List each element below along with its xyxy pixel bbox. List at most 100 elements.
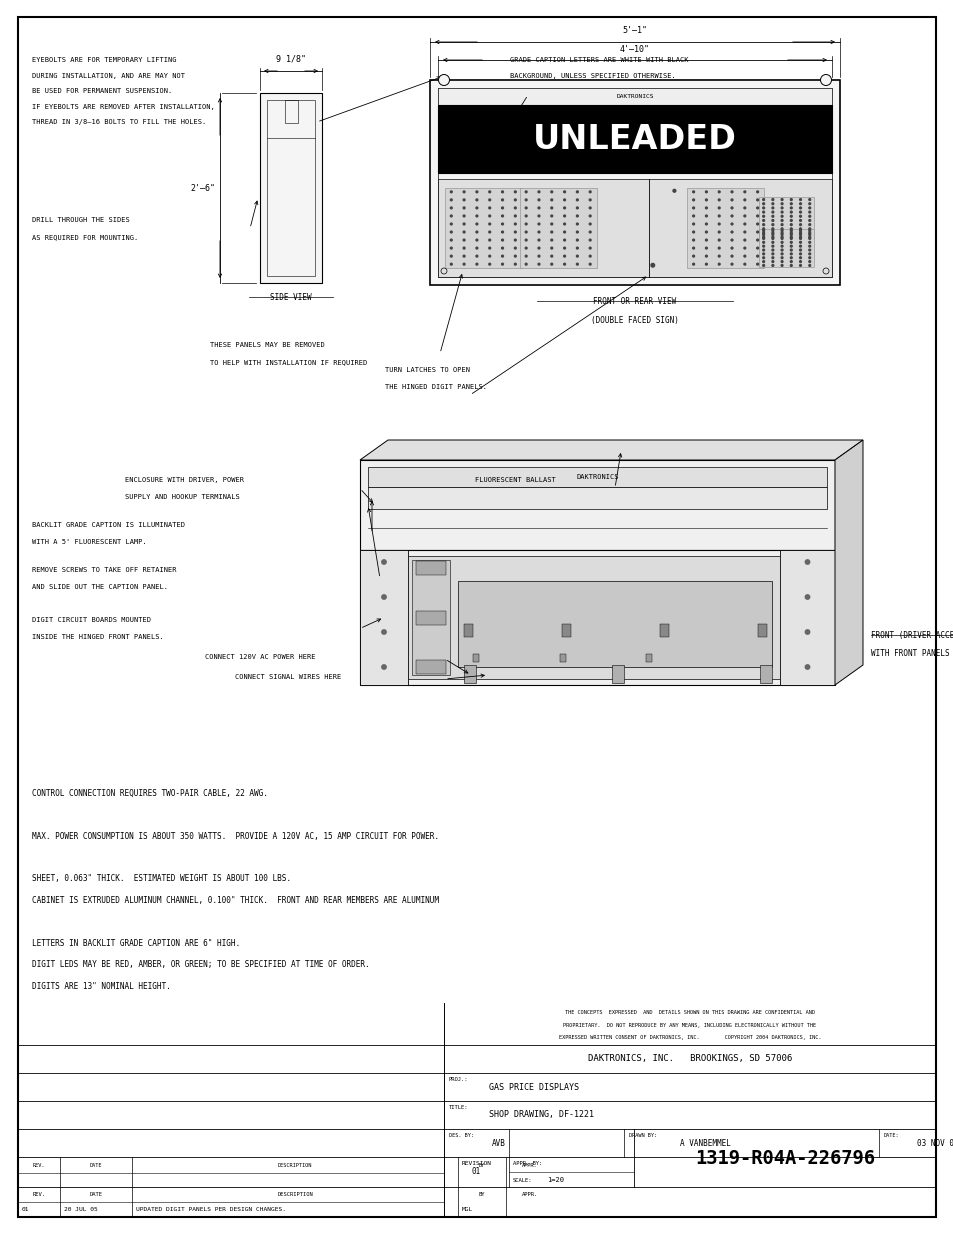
Circle shape bbox=[550, 247, 552, 249]
Text: 1319-R04A-226796: 1319-R04A-226796 bbox=[694, 1149, 874, 1167]
Text: CONTROL CONNECTION REQUIRES TWO-PAIR CABLE, 22 AWG.: CONTROL CONNECTION REQUIRES TWO-PAIR CAB… bbox=[32, 788, 268, 798]
Circle shape bbox=[808, 232, 810, 233]
Text: EXPRESSED WRITTEN CONSENT OF DAKTRONICS, INC.        COPYRIGHT 2004 DAKTRONICS, : EXPRESSED WRITTEN CONSENT OF DAKTRONICS,… bbox=[558, 1035, 821, 1040]
Bar bbox=[359, 550, 834, 685]
Bar bbox=[416, 659, 446, 674]
Circle shape bbox=[550, 263, 552, 266]
Circle shape bbox=[762, 203, 763, 205]
Circle shape bbox=[799, 199, 801, 200]
Circle shape bbox=[730, 263, 732, 266]
Circle shape bbox=[799, 246, 801, 247]
Circle shape bbox=[799, 241, 801, 243]
Text: REV.: REV. bbox=[32, 1192, 46, 1197]
Circle shape bbox=[692, 191, 694, 193]
Bar bbox=[430, 80, 840, 285]
Circle shape bbox=[762, 249, 763, 251]
Circle shape bbox=[537, 247, 539, 249]
Text: SIDE VIEW: SIDE VIEW bbox=[270, 293, 312, 301]
Text: 2'–6": 2'–6" bbox=[190, 184, 214, 193]
Circle shape bbox=[718, 247, 720, 249]
Circle shape bbox=[799, 236, 801, 238]
Circle shape bbox=[756, 207, 758, 209]
Circle shape bbox=[743, 231, 745, 233]
Text: CONNECT 120V AC POWER HERE: CONNECT 120V AC POWER HERE bbox=[205, 655, 315, 659]
Text: FRONT (DRIVER ACCESS SIDE): FRONT (DRIVER ACCESS SIDE) bbox=[870, 631, 953, 640]
Circle shape bbox=[537, 215, 539, 217]
Circle shape bbox=[771, 232, 773, 233]
Text: DAKTRONICS: DAKTRONICS bbox=[616, 94, 653, 99]
Circle shape bbox=[808, 233, 810, 236]
Circle shape bbox=[718, 224, 720, 225]
Circle shape bbox=[589, 256, 591, 257]
Text: PROJ.:: PROJ.: bbox=[449, 1077, 468, 1082]
Circle shape bbox=[799, 230, 801, 232]
Bar bbox=[646, 653, 652, 662]
Circle shape bbox=[563, 263, 565, 266]
Circle shape bbox=[692, 247, 694, 249]
Circle shape bbox=[381, 664, 386, 669]
Bar bbox=[359, 550, 408, 685]
Circle shape bbox=[537, 263, 539, 266]
Circle shape bbox=[488, 224, 490, 225]
Circle shape bbox=[730, 199, 732, 201]
Circle shape bbox=[756, 247, 758, 249]
Circle shape bbox=[771, 253, 773, 254]
Circle shape bbox=[799, 232, 801, 233]
Circle shape bbox=[804, 595, 809, 599]
Circle shape bbox=[771, 224, 773, 226]
Bar bbox=[758, 624, 766, 636]
Circle shape bbox=[550, 256, 552, 257]
Circle shape bbox=[730, 191, 732, 193]
Circle shape bbox=[762, 236, 763, 238]
Circle shape bbox=[799, 233, 801, 236]
Circle shape bbox=[537, 224, 539, 225]
Circle shape bbox=[762, 220, 763, 221]
Circle shape bbox=[799, 237, 801, 240]
Bar bbox=[686, 188, 763, 268]
Circle shape bbox=[514, 199, 516, 201]
Circle shape bbox=[381, 559, 386, 564]
Text: SHOP DRAWING, DF-1221: SHOP DRAWING, DF-1221 bbox=[489, 1110, 594, 1119]
Text: UPDATED DIGIT PANELS PER DESIGN CHANGES.: UPDATED DIGIT PANELS PER DESIGN CHANGES. bbox=[136, 1207, 286, 1212]
Text: DIGIT LEDS MAY BE RED, AMBER, OR GREEN; TO BE SPECIFIED AT TIME OF ORDER.: DIGIT LEDS MAY BE RED, AMBER, OR GREEN; … bbox=[32, 961, 369, 969]
Circle shape bbox=[718, 256, 720, 257]
Bar bbox=[368, 467, 826, 487]
Circle shape bbox=[476, 247, 477, 249]
Circle shape bbox=[589, 263, 591, 266]
Circle shape bbox=[808, 253, 810, 254]
Circle shape bbox=[501, 224, 503, 225]
Circle shape bbox=[705, 191, 706, 193]
Circle shape bbox=[501, 256, 503, 257]
Circle shape bbox=[799, 228, 801, 230]
Circle shape bbox=[563, 224, 565, 225]
Circle shape bbox=[790, 261, 791, 263]
Text: MAX. POWER CONSUMPTION IS ABOUT 350 WATTS.  PROVIDE A 120V AC, 15 AMP CIRCUIT FO: MAX. POWER CONSUMPTION IS ABOUT 350 WATT… bbox=[32, 831, 438, 841]
Circle shape bbox=[790, 215, 791, 217]
Circle shape bbox=[576, 215, 578, 217]
Circle shape bbox=[762, 199, 763, 200]
Circle shape bbox=[450, 224, 452, 225]
Text: BE USED FOR PERMANENT SUSPENSION.: BE USED FOR PERMANENT SUSPENSION. bbox=[32, 88, 172, 94]
Circle shape bbox=[799, 220, 801, 221]
Circle shape bbox=[808, 236, 810, 238]
Circle shape bbox=[762, 230, 763, 232]
Bar bbox=[759, 228, 814, 267]
Circle shape bbox=[762, 211, 763, 212]
Circle shape bbox=[563, 191, 565, 193]
Text: SHEET, 0.063" THICK.  ESTIMATED WEIGHT IS ABOUT 100 LBS.: SHEET, 0.063" THICK. ESTIMATED WEIGHT IS… bbox=[32, 874, 291, 883]
Circle shape bbox=[799, 261, 801, 263]
Circle shape bbox=[692, 240, 694, 241]
Circle shape bbox=[450, 247, 452, 249]
Text: WITH A 5' FLUORESCENT LAMP.: WITH A 5' FLUORESCENT LAMP. bbox=[32, 538, 147, 545]
Circle shape bbox=[762, 253, 763, 254]
Circle shape bbox=[762, 207, 763, 209]
Polygon shape bbox=[834, 440, 862, 685]
Text: AS REQUIRED FOR MOUNTING.: AS REQUIRED FOR MOUNTING. bbox=[32, 233, 138, 240]
Circle shape bbox=[705, 247, 706, 249]
Circle shape bbox=[804, 664, 809, 669]
Circle shape bbox=[790, 264, 791, 267]
Circle shape bbox=[488, 231, 490, 233]
Circle shape bbox=[705, 231, 706, 233]
Circle shape bbox=[743, 247, 745, 249]
Text: DRILL THROUGH THE SIDES: DRILL THROUGH THE SIDES bbox=[32, 217, 130, 224]
